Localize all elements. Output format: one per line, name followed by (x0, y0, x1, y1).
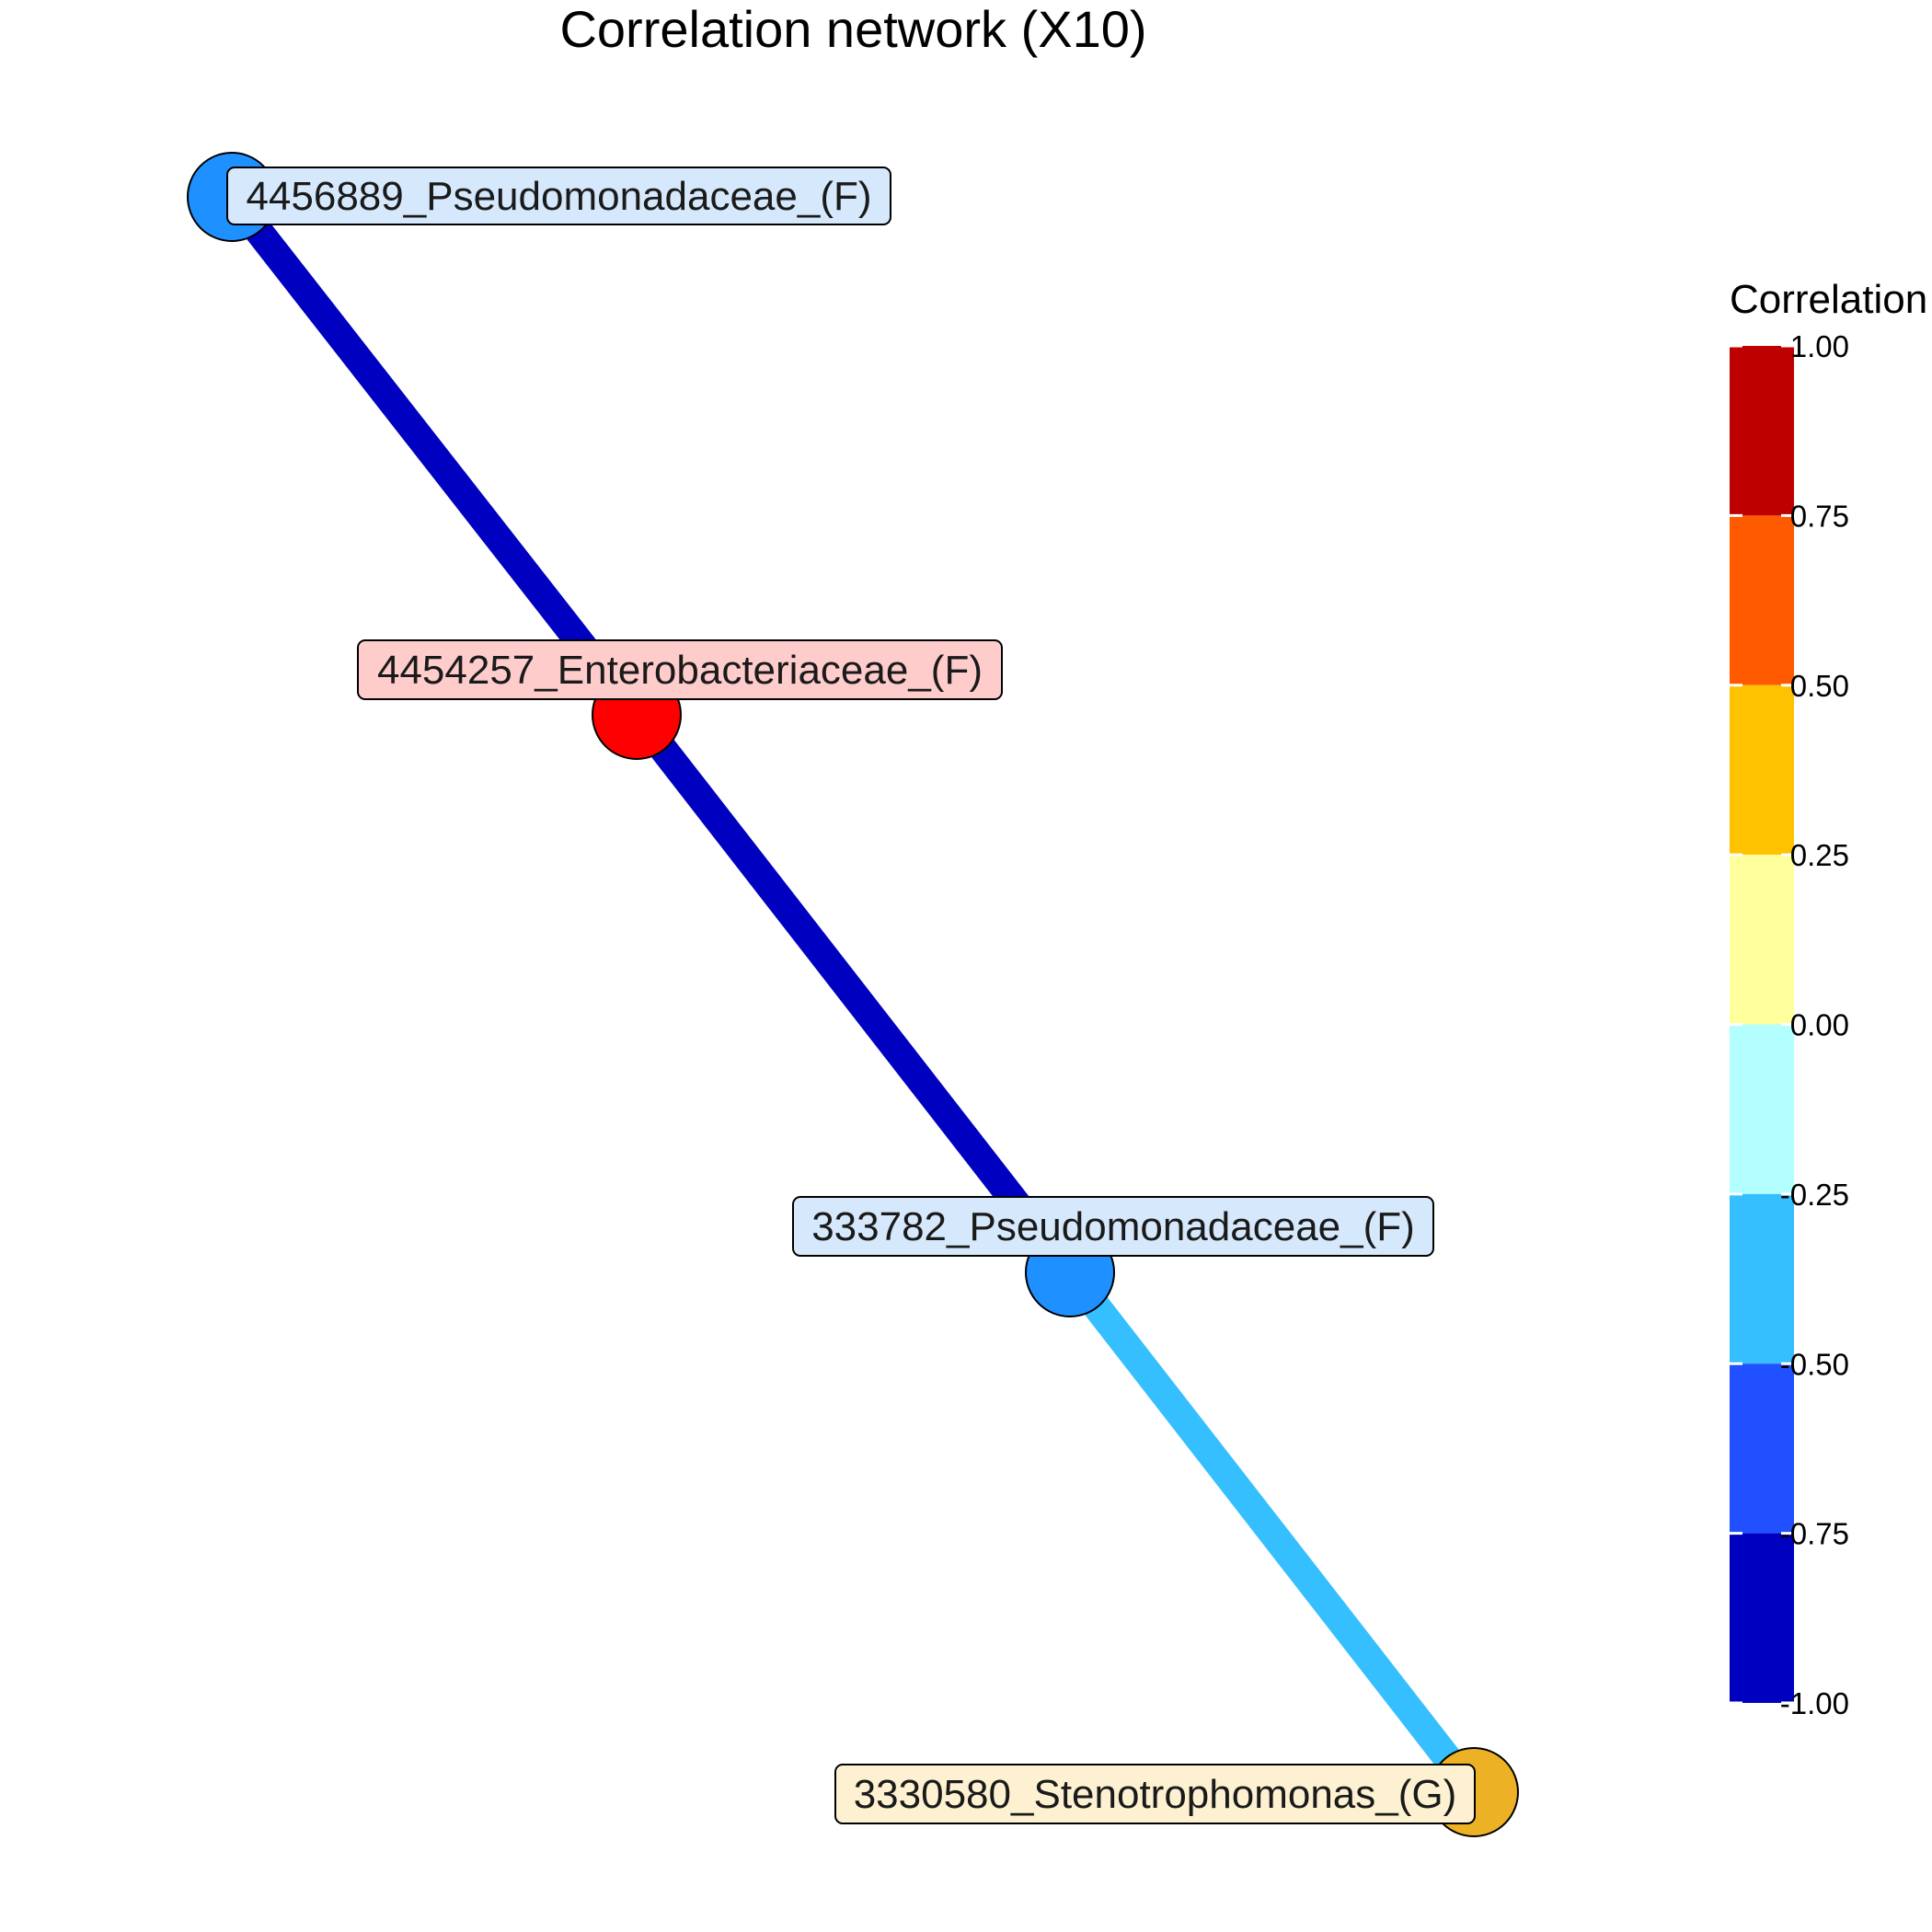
legend-bin (1730, 1533, 1794, 1703)
network-labels: 4456889_Pseudomonadaceae_(F) 4454257_Ente… (226, 167, 1476, 1824)
legend-bin (1730, 515, 1794, 685)
node-label-box (792, 1196, 1434, 1257)
node-label-n1: 4456889_Pseudomonadaceae_(F) (226, 167, 891, 225)
edge-n1-n2 (220, 188, 649, 724)
edge-n3-n4 (1058, 1263, 1486, 1801)
legend-bin (1730, 1363, 1794, 1534)
node-label-text: 333782_Pseudomonadaceae_(F) (811, 1204, 1415, 1249)
node-label-n3: 333782_Pseudomonadaceae_(F) (792, 1196, 1434, 1257)
chart-title: Correlation network (X10) (559, 0, 1147, 58)
legend-tick-label: 0.50 (1790, 669, 1849, 703)
network-edges (220, 188, 1486, 1801)
legend-tick-label: -0.50 (1780, 1347, 1849, 1381)
legend-tick-label: 1.00 (1790, 329, 1849, 363)
legend-tick-labels: 1.00 0.75 0.50 0.25 0.00 -0.25 -0.50 -0.75 -1.00 (1730, 329, 1849, 1720)
node-label-text: 4454257_Enterobacteriaceae_(F) (377, 648, 983, 693)
legend-color-bins (1730, 346, 1794, 1703)
legend-tick-label: 0.25 (1790, 838, 1849, 872)
node-label-text: 3330580_Stenotrophomonas_(G) (854, 1772, 1457, 1817)
legend-bin (1730, 684, 1794, 856)
legend-tick-label: 0.00 (1790, 1008, 1849, 1042)
legend-tick-label: -0.75 (1780, 1517, 1849, 1551)
legend-bin (1730, 1024, 1794, 1194)
node-label-box (226, 167, 891, 225)
node-label-text: 4456889_Pseudomonadaceae_(F) (246, 174, 871, 219)
node-label-n4: 3330580_Stenotrophomonas_(G) (834, 1764, 1476, 1824)
legend-bin (1730, 346, 1794, 516)
legend-tick-label: -0.25 (1780, 1178, 1849, 1212)
legend-bin (1730, 855, 1794, 1025)
node-label-n2: 4454257_Enterobacteriaceae_(F) (357, 639, 1003, 700)
legend-title: Correlation (1730, 277, 1927, 322)
node-label-box (357, 639, 1003, 700)
legend-tick-label: -1.00 (1780, 1686, 1849, 1720)
legend-bin (1730, 1193, 1794, 1364)
edge-n2-n3 (625, 706, 1082, 1282)
node-label-box (834, 1764, 1476, 1824)
legend-tick-label: 0.75 (1790, 499, 1849, 533)
